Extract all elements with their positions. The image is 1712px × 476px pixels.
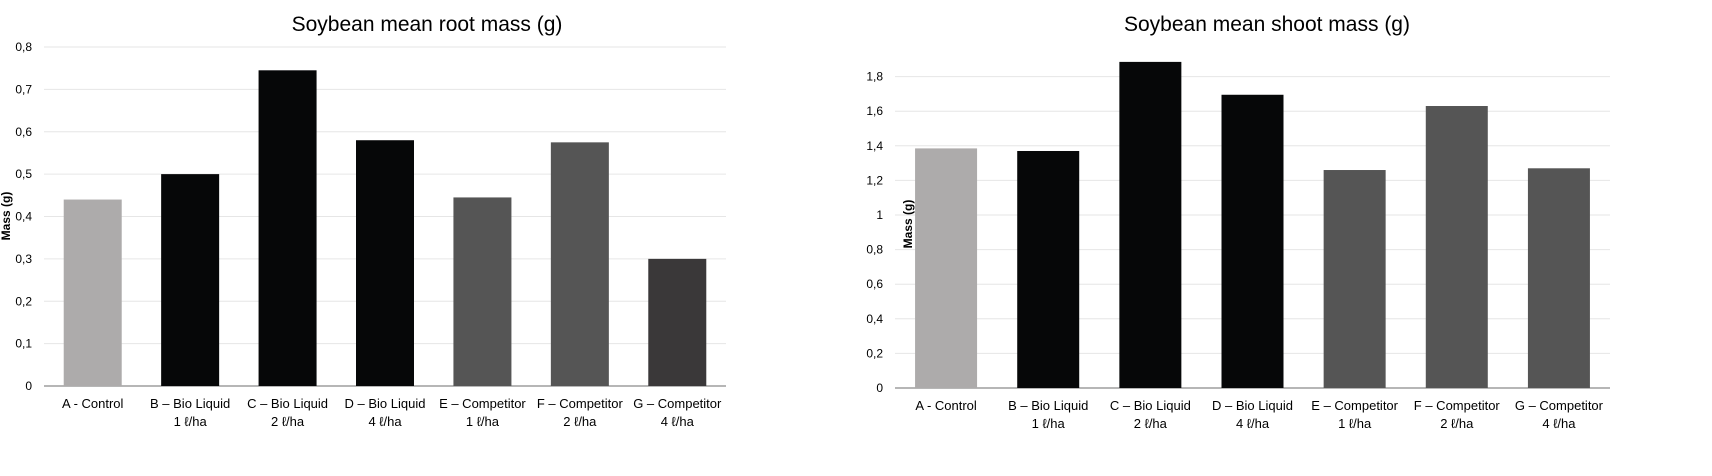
chart-title: Soybean mean shoot mass (g) [1124, 13, 1410, 36]
bar [1017, 150, 1080, 388]
x-tick-label: E – Competitor [1311, 398, 1398, 413]
shoot-mass-chart: Soybean mean shoot mass (g) Mass (g) 0 0,… [866, 13, 1610, 431]
y-tick-label: 0,8 [15, 40, 32, 54]
y-tick-label: 0,7 [15, 82, 32, 96]
y-tick-label: 0,8 [866, 243, 883, 257]
x-tick-label-rate: 4 ℓ/ha [661, 414, 695, 429]
y-tick-label: 0,2 [15, 294, 32, 308]
bar [1323, 170, 1386, 388]
y-tick-label: 0,4 [866, 312, 883, 326]
y-axis-label: Mass (g) [0, 192, 13, 241]
bar [1425, 106, 1488, 388]
x-tick-label: D – Bio Liquid [1212, 398, 1293, 413]
x-tick-label: B – Bio Liquid [150, 396, 230, 411]
shoot-chart-plot: Soybean mean shoot mass (g) Mass (g) 0 0,… [866, 13, 1610, 431]
x-tick-label: A - Control [62, 396, 124, 411]
bar [161, 174, 220, 386]
x-tick-label: B – Bio Liquid [1008, 398, 1088, 413]
x-tick-label-rate: 1 ℓ/ha [174, 414, 208, 429]
y-axis-label: Mass (g) [901, 200, 915, 249]
bar [258, 70, 317, 387]
x-tick-label-rate: 2 ℓ/ha [563, 414, 597, 429]
x-tick-label: F – Competitor [537, 396, 624, 411]
x-tick-label-rate: 2 ℓ/ha [1134, 416, 1168, 431]
bar [648, 258, 707, 386]
bar [356, 140, 414, 386]
x-tick-label: G – Competitor [1515, 398, 1604, 413]
x-tick-label-rate: 2 ℓ/ha [1440, 416, 1474, 431]
y-tick-label: 1 [876, 208, 883, 222]
bar [63, 199, 122, 386]
x-tick-label: C – Bio Liquid [1110, 398, 1191, 413]
y-tick-label: 0,6 [15, 125, 32, 139]
y-tick-label: 0,2 [866, 346, 883, 360]
x-tick-label-rate: 2 ℓ/ha [271, 414, 305, 429]
root-mass-chart: Soybean mean root mass (g) Mass (g) 0 0,1… [0, 13, 726, 429]
bar [453, 197, 512, 386]
x-tick-label-rate: 4 ℓ/ha [1236, 416, 1270, 431]
x-tick-label: C – Bio Liquid [247, 396, 328, 411]
x-tick-label: A - Control [915, 398, 977, 413]
x-tick-label-rate: 1 ℓ/ha [1032, 416, 1066, 431]
x-tick-label-rate: 4 ℓ/ha [368, 414, 402, 429]
x-tick-label-rate: 4 ℓ/ha [1542, 416, 1576, 431]
y-tick-label: 1,2 [866, 173, 883, 187]
bar [1119, 61, 1182, 389]
bar [1527, 168, 1590, 388]
x-tick-label: D – Bio Liquid [345, 396, 426, 411]
y-tick-label: 0,6 [866, 277, 883, 291]
y-tick-label: 1,4 [866, 139, 883, 153]
y-tick-label: 0,3 [15, 252, 32, 266]
y-tick-label: 0,5 [15, 167, 32, 181]
bar [550, 142, 609, 386]
x-tick-label-rate: 1 ℓ/ha [1338, 416, 1372, 431]
x-tick-label: E – Competitor [439, 396, 526, 411]
y-tick-label: 0,1 [15, 337, 32, 351]
x-tick-label-rate: 1 ℓ/ha [466, 414, 500, 429]
y-tick-label: 0,4 [15, 210, 32, 224]
bar [1221, 94, 1284, 388]
bar [915, 148, 978, 388]
y-tick-label: 0 [876, 381, 883, 395]
x-tick-label: F – Competitor [1414, 398, 1501, 413]
y-tick-label: 0 [25, 379, 32, 393]
chart-title: Soybean mean root mass (g) [292, 13, 563, 36]
y-tick-label: 1,8 [866, 70, 883, 84]
x-tick-label: G – Competitor [633, 396, 722, 411]
y-tick-label: 1,6 [866, 104, 883, 118]
